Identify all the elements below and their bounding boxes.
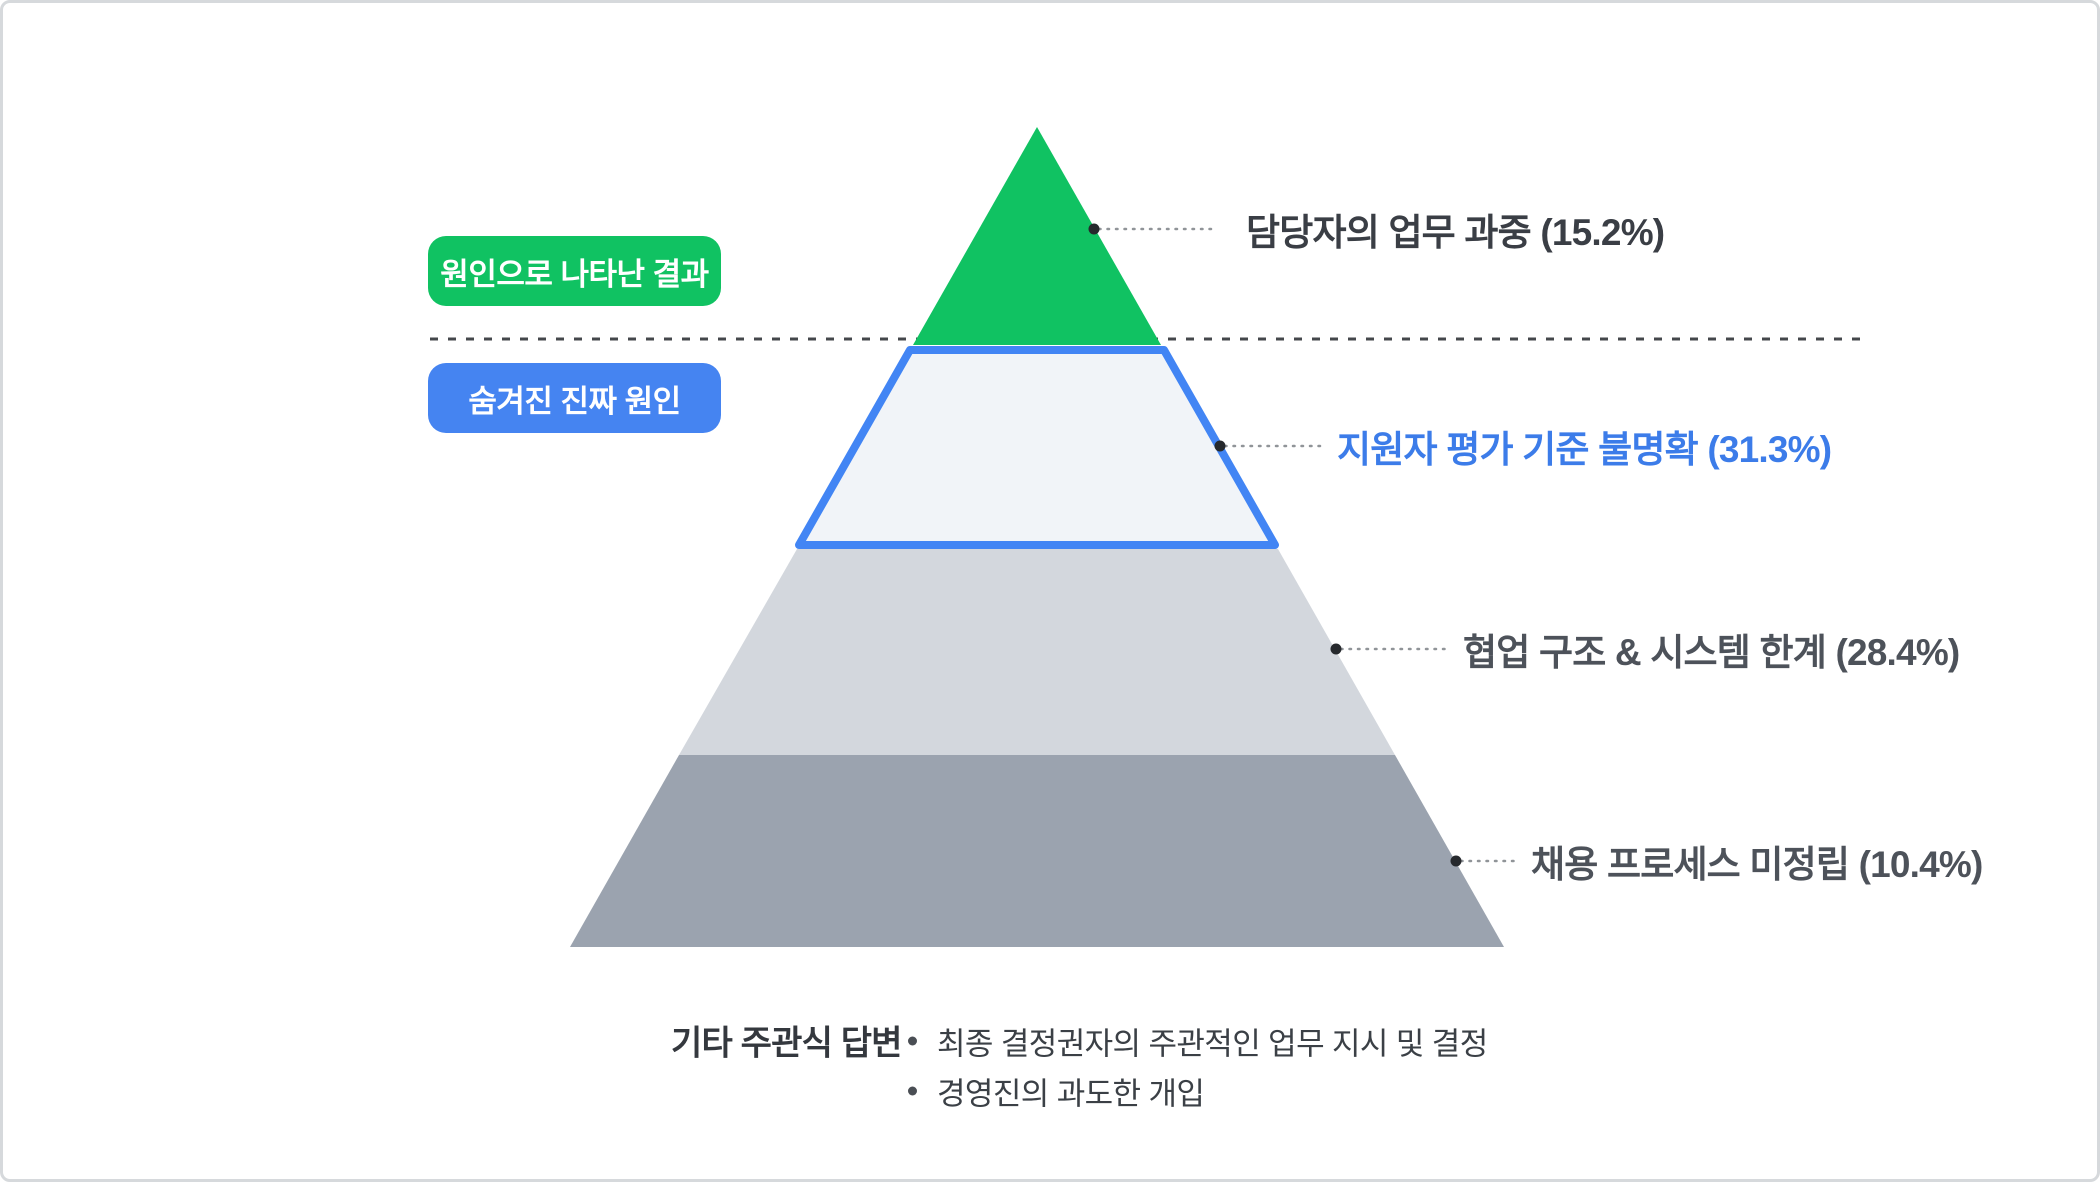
footer-bullet-item: 경영진의 과도한 개입 [908, 1069, 1205, 1114]
footer-bullet-text: 최종 결정권자의 주관적인 업무 지시 및 결정 [937, 1026, 1488, 1062]
leader-dot-level1 [1088, 223, 1100, 235]
pyramid-label-level4: 채용 프로세스 미정립 (10.4%) [1531, 844, 1983, 885]
pyramid-layer-bottom-darkgray [570, 755, 1504, 947]
pyramid-label-level2: 지원자 평가 기준 불명확 (31.3%) [1337, 429, 1832, 470]
pyramid-label-level1: 담당자의 업무 과중 (15.2%) [1246, 212, 1665, 253]
leader-dot-level4 [1450, 855, 1462, 867]
pyramid-layer-third-gray [679, 549, 1395, 755]
leader-dot-level2 [1214, 440, 1226, 452]
bullet-dot-icon [908, 1036, 917, 1046]
footer-bullet-item: 최종 결정권자의 주관적인 업무 지시 및 결정 [908, 1019, 1488, 1064]
pyramid-layer-second-highlighted [795, 346, 1279, 549]
leader-dot-level3 [1330, 643, 1342, 655]
pyramid-label-level3: 협업 구조 & 시스템 한계 (28.4%) [1463, 632, 1960, 673]
badge-result: 원인으로 나타난 결과 [428, 236, 721, 306]
pyramid-graphic [430, 127, 1870, 947]
footer-heading: 기타 주관식 답변 [671, 1024, 902, 1063]
badge-hidden-cause: 숨겨진 진짜 원인 [428, 363, 721, 433]
pyramid-layer-top-green [913, 127, 1161, 345]
footer-bullet-text: 경영진의 과도한 개입 [937, 1076, 1205, 1112]
bullet-dot-icon [908, 1086, 917, 1096]
